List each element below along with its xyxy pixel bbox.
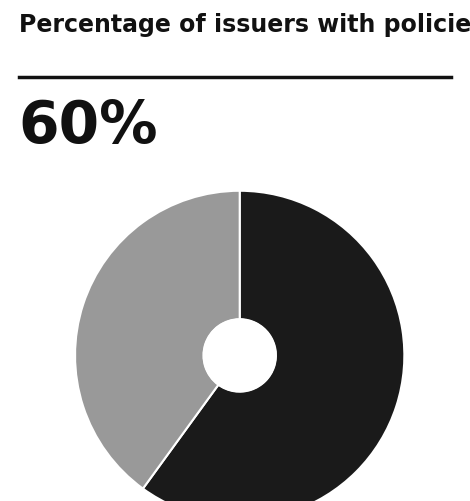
Circle shape bbox=[204, 320, 276, 392]
Text: Percentage of issuers with policies: Percentage of issuers with policies bbox=[19, 13, 470, 37]
Wedge shape bbox=[143, 191, 404, 501]
Text: 60%: 60% bbox=[19, 98, 158, 155]
Wedge shape bbox=[75, 191, 240, 488]
